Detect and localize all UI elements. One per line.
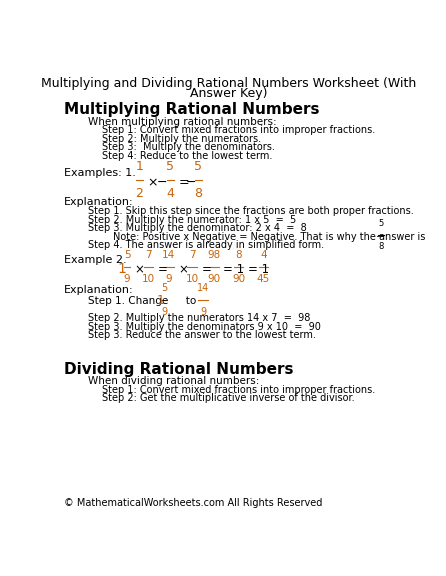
Text: =: = xyxy=(202,263,211,276)
Text: 4: 4 xyxy=(166,187,174,200)
Text: 10: 10 xyxy=(142,274,155,284)
Text: Step 1: Convert mixed fractions into improper fractions.: Step 1: Convert mixed fractions into imp… xyxy=(102,126,376,135)
Text: Step 1. Skip this step since the fractions are both proper fractions.: Step 1. Skip this step since the fractio… xyxy=(88,206,414,216)
Text: Step 3. Reduce the answer to the lowest term.: Step 3. Reduce the answer to the lowest … xyxy=(88,330,316,340)
Text: 5: 5 xyxy=(124,250,130,260)
Text: 9: 9 xyxy=(200,307,206,317)
Text: −: − xyxy=(375,231,383,240)
Text: 9: 9 xyxy=(165,274,172,284)
Text: Step 3:  Multiply the denominators.: Step 3: Multiply the denominators. xyxy=(102,142,275,152)
Text: 1: 1 xyxy=(157,294,165,307)
Text: 5: 5 xyxy=(166,160,174,173)
Text: 1: 1 xyxy=(118,263,127,276)
Text: = 1: = 1 xyxy=(223,263,244,276)
Text: 1: 1 xyxy=(136,160,143,173)
Text: Explanation:: Explanation: xyxy=(63,286,133,295)
Text: 90: 90 xyxy=(207,274,220,284)
Text: Answer Key): Answer Key) xyxy=(190,87,267,100)
Text: 9: 9 xyxy=(124,274,130,284)
Text: 7: 7 xyxy=(189,250,195,260)
Text: 5: 5 xyxy=(194,160,202,173)
Text: Step 3. Multiply the denominators 9 x 10  =  90: Step 3. Multiply the denominators 9 x 10… xyxy=(88,321,321,332)
Text: 90: 90 xyxy=(232,274,245,284)
Text: Examples: 1.: Examples: 1. xyxy=(63,168,136,177)
Text: −: − xyxy=(186,176,196,189)
Text: © MathematicalWorksheets.com All Rights Reserved: © MathematicalWorksheets.com All Rights … xyxy=(63,498,322,508)
Text: Multiplying and Dividing Rational Numbers Worksheet (With: Multiplying and Dividing Rational Number… xyxy=(41,77,416,90)
Text: 8: 8 xyxy=(194,187,202,200)
Text: 45: 45 xyxy=(257,274,270,284)
Text: 10: 10 xyxy=(186,274,199,284)
Text: Step 3. Multiply the denominator: 2 x 4  =  8: Step 3. Multiply the denominator: 2 x 4 … xyxy=(88,223,307,233)
Text: ×: × xyxy=(178,263,188,276)
Text: Explanation:: Explanation: xyxy=(63,197,133,207)
Text: Step 2. Multiply the numerator: 1 x 5  =  5: Step 2. Multiply the numerator: 1 x 5 = … xyxy=(88,215,297,225)
Text: 4: 4 xyxy=(260,250,267,260)
Text: Multiplying Rational Numbers: Multiplying Rational Numbers xyxy=(63,102,319,118)
Text: 5: 5 xyxy=(161,283,167,293)
Text: 98: 98 xyxy=(207,250,220,260)
Text: =: = xyxy=(158,263,168,276)
Text: When dividing rational numbers:: When dividing rational numbers: xyxy=(88,376,260,385)
Text: = 1: = 1 xyxy=(248,263,269,276)
Text: 7: 7 xyxy=(145,250,152,260)
Text: 8: 8 xyxy=(235,250,242,260)
Text: 5: 5 xyxy=(379,219,384,228)
Text: 9: 9 xyxy=(161,307,167,317)
Text: Step 1. Change: Step 1. Change xyxy=(88,296,169,306)
Text: Dividing Rational Numbers: Dividing Rational Numbers xyxy=(63,362,293,377)
Text: 8: 8 xyxy=(379,241,384,251)
Text: Step 1: Convert mixed fractions into improper fractions.: Step 1: Convert mixed fractions into imp… xyxy=(102,385,376,395)
Text: Example 2.: Example 2. xyxy=(63,255,126,265)
Text: Step 2: Multiply the numerators.: Step 2: Multiply the numerators. xyxy=(102,134,261,144)
Text: When multiplying rational numbers:: When multiplying rational numbers: xyxy=(88,117,277,127)
Text: to: to xyxy=(176,296,196,306)
Text: Step 4. The answer is already in simplified form.: Step 4. The answer is already in simplif… xyxy=(88,240,324,250)
Text: Note: Positive x Negative = Negative. That is why the answer is: Note: Positive x Negative = Negative. Th… xyxy=(88,232,425,241)
Text: ×: × xyxy=(135,263,145,276)
Text: 2: 2 xyxy=(136,187,143,200)
Text: −: − xyxy=(157,176,167,189)
Text: Step 4: Reduce to the lowest term.: Step 4: Reduce to the lowest term. xyxy=(102,151,273,161)
Text: 14: 14 xyxy=(197,283,209,293)
Text: Step 2: Get the multiplicative inverse of the divisor.: Step 2: Get the multiplicative inverse o… xyxy=(102,393,355,403)
Text: ×: × xyxy=(147,176,158,189)
Text: 14: 14 xyxy=(162,250,176,260)
Text: Step 2. Multiply the numerators 14 x 7  =  98: Step 2. Multiply the numerators 14 x 7 =… xyxy=(88,313,311,323)
Text: =: = xyxy=(178,176,189,189)
